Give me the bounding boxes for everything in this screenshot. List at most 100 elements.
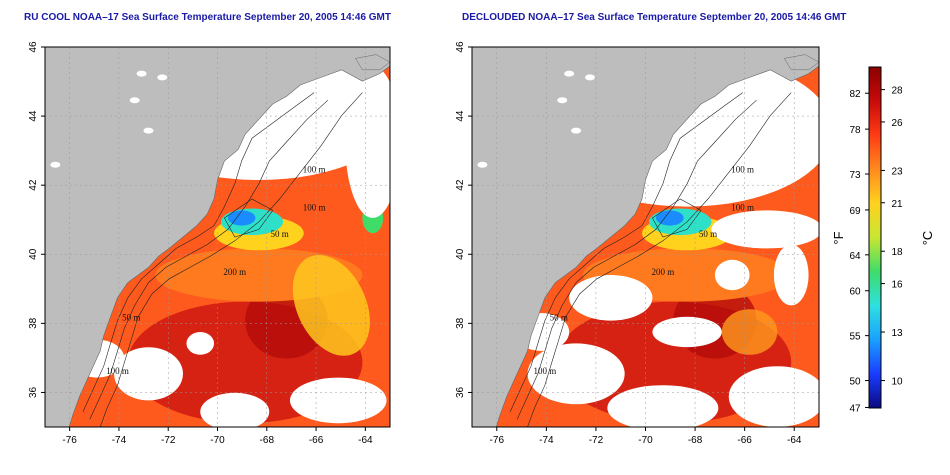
colorbar-f-tick-label: 50: [849, 377, 861, 388]
right-contour-label: 100 m: [731, 202, 754, 212]
left-cloud-4: [114, 347, 183, 401]
colorbar-c-tick-label: 23: [891, 166, 903, 177]
left-y-tick-label: 46: [28, 41, 39, 53]
left-x-tick-label: -76: [62, 435, 77, 446]
left-contour-label: 100 m: [303, 164, 326, 174]
right-shelf-cold: [655, 210, 684, 226]
right-lake-0: [564, 70, 575, 77]
right-contour-label: 100 m: [533, 366, 556, 376]
left-map: 100 m 100 m 50 m 200 m 50 m 100 m: [45, 47, 390, 427]
left-y-tick-label: 42: [28, 179, 39, 191]
left-contour-label: 50 m: [270, 229, 288, 239]
left-contour-label: 100 m: [303, 202, 326, 212]
left-y-tick-label: 38: [28, 317, 39, 329]
colorbar-f-tick-label: 78: [849, 125, 861, 136]
left-x-tick-label: -64: [358, 435, 373, 446]
right-lake-2: [571, 127, 582, 134]
right-map-title: DECLOUDED NOAA–17 Sea Surface Temperatur…: [462, 12, 847, 23]
right-contour-label: 200 m: [651, 267, 674, 277]
colorbar-f-tick-label: 55: [849, 332, 861, 343]
colorbar-f-tick-label: 82: [849, 89, 861, 100]
right-cloud-6: [728, 366, 819, 427]
right-map: 100 m 100 m 50 m 200 m 50 m 100 m: [472, 47, 819, 427]
left-contour-label: 100 m: [106, 366, 129, 376]
colorbar-f-tick-label: 47: [849, 403, 861, 414]
right-y-tick-label: 36: [455, 386, 466, 398]
left-x-tick-label: -66: [309, 435, 324, 446]
left-cloud-2: [345, 66, 390, 218]
left-y-tick-label: 44: [28, 110, 39, 122]
left-x-tick-label: -68: [260, 435, 275, 446]
colorbar-f-tick-label: 64: [849, 251, 861, 262]
colorbar-c-tick-label: 26: [891, 118, 903, 129]
colorbar-c-tick-label: 28: [891, 86, 903, 97]
right-y-tick-label: 40: [455, 248, 466, 260]
colorbar: [868, 66, 882, 409]
right-x-tick-label: -70: [638, 435, 653, 446]
left-contour-label: 200 m: [223, 267, 246, 277]
right-x-tick-label: -64: [787, 435, 802, 446]
colorbar-c-tick-label: 16: [891, 280, 903, 291]
right-contour-label: 50 m: [699, 229, 717, 239]
right-x-tick-label: -66: [737, 435, 752, 446]
right-warm-filament: [721, 309, 778, 355]
right-depth-contour-2: [527, 92, 792, 427]
right-cloud-3: [652, 316, 722, 348]
right-cloud-9: [773, 244, 809, 306]
right-y-tick-label: 44: [455, 110, 466, 122]
left-lake-1: [129, 97, 140, 104]
left-x-tick-label: -74: [112, 435, 127, 446]
colorbar-c-tick-label: 13: [891, 328, 903, 339]
left-lake-3: [50, 161, 61, 168]
colorbar-f-tick-label: 69: [849, 206, 861, 217]
right-y-tick-label: 42: [455, 179, 466, 191]
left-y-tick-label: 40: [28, 248, 39, 260]
left-land: [45, 47, 390, 427]
left-shelf-cold: [227, 210, 256, 226]
colorbar-c-tick-label: 18: [891, 247, 903, 258]
left-depth-contour-0: [82, 92, 315, 412]
left-island: [355, 54, 390, 71]
right-island: [783, 54, 819, 71]
colorbar-c-tick-label: 21: [891, 199, 903, 210]
right-cloud-5: [607, 385, 719, 427]
colorbar-f-tick-label: 73: [849, 170, 861, 181]
right-x-tick-label: -76: [490, 435, 505, 446]
left-georges-bank-contour: [224, 198, 274, 238]
left-contour-label: 50 m: [122, 313, 140, 323]
left-depth-contour-1: [89, 99, 329, 420]
right-contour-label: 50 m: [550, 313, 568, 323]
left-lake-4: [157, 74, 168, 81]
right-lake-3: [477, 161, 488, 168]
colorbar-f-tick-label: 60: [849, 287, 861, 298]
right-depth-contour-0: [509, 92, 743, 412]
right-cloud-4: [527, 343, 625, 405]
right-x-tick-label: -68: [688, 435, 703, 446]
right-y-tick-label: 38: [455, 317, 466, 329]
left-depth-contour-2: [99, 92, 363, 427]
right-y-tick-label: 46: [455, 41, 466, 53]
right-cloud-2: [569, 275, 653, 321]
right-depth-contour-1: [516, 99, 757, 420]
left-cloud-7: [186, 332, 215, 355]
right-contour-label: 100 m: [731, 164, 754, 174]
right-cloud-8: [714, 259, 750, 291]
colorbar-c-unit-label: °C: [920, 231, 935, 246]
left-lake-2: [143, 127, 154, 134]
left-cloud-5: [200, 392, 270, 427]
left-x-tick-label: -72: [161, 435, 176, 446]
right-lake-1: [557, 97, 568, 104]
right-x-tick-label: -74: [539, 435, 554, 446]
right-lake-4: [584, 74, 595, 81]
right-x-tick-label: -72: [589, 435, 604, 446]
colorbar-c-tick-label: 10: [891, 377, 903, 388]
right-georges-bank-contour: [652, 198, 702, 238]
left-lake-0: [136, 70, 147, 77]
left-x-tick-label: -70: [210, 435, 225, 446]
left-y-tick-label: 36: [28, 386, 39, 398]
left-map-title: RU COOL NOAA–17 Sea Surface Temperature …: [24, 12, 391, 23]
left-warm-filament: [292, 255, 370, 356]
left-cloud-6: [289, 377, 387, 424]
right-land: [472, 47, 819, 427]
